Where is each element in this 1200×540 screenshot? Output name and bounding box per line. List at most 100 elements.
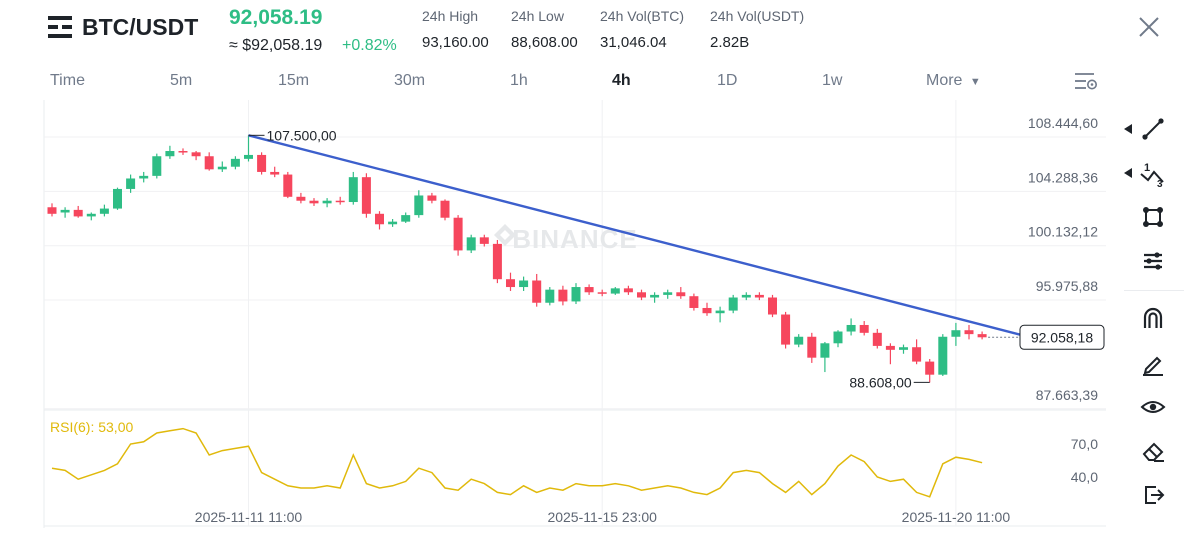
shape-icon[interactable] (1138, 202, 1168, 232)
candle (519, 276, 529, 291)
tab-more[interactable]: More ▼ (926, 72, 981, 90)
candle (728, 294, 738, 314)
fib-wave-icon[interactable]: 1 3 (1138, 158, 1168, 188)
candle (571, 283, 581, 305)
candle-body (257, 154, 267, 172)
price-tick-label: 108.444,60 (1028, 115, 1098, 131)
candle-body (623, 288, 633, 293)
time-tick-label: 2025-11-15 23:00 (547, 509, 657, 525)
candle (885, 343, 895, 365)
candle-body (558, 289, 568, 302)
candle-body (335, 200, 345, 203)
candle (584, 284, 594, 295)
indicator-icon[interactable] (1138, 246, 1168, 276)
candle-body (964, 330, 974, 335)
tab-30m[interactable]: 30m (394, 72, 426, 89)
trend-line-icon[interactable] (1138, 114, 1168, 144)
time-tick-label: 2025-11-20 11:00 (902, 509, 1011, 525)
expand-arrow-icon[interactable] (1124, 168, 1132, 178)
stat-value: 2.82B (710, 34, 750, 51)
candle (872, 328, 882, 349)
candle (335, 196, 345, 205)
price-chart[interactable]: 108.444,60 104.288,36 100.132,12 95.975,88 8… (0, 100, 1112, 530)
header: BTC/USDT 92,058.19 ≈ $92,058.19 +0.82% 2… (0, 0, 1200, 62)
candle (506, 272, 515, 291)
candle-body (361, 177, 371, 214)
candle (754, 292, 764, 301)
candle-body (217, 166, 227, 170)
close-icon[interactable] (1138, 16, 1160, 38)
caret-down-icon: ▼ (969, 76, 981, 88)
expand-arrow-icon[interactable] (1124, 124, 1132, 134)
drawing-toolbar: 1 3 (1124, 108, 1184, 528)
candle (466, 234, 476, 254)
candle (152, 153, 162, 179)
candle-body (571, 287, 581, 302)
candle-body (728, 297, 738, 311)
tab-more-label: More (926, 72, 963, 89)
candle-body (820, 343, 830, 358)
candle (453, 215, 463, 256)
low-price-label: 88.608,00 (849, 374, 911, 390)
pair-title[interactable]: BTC/USDT (82, 14, 199, 40)
interval-tabs: Time 5m 15m 30m 1h 4h 1D 1w More ▼ (0, 66, 1110, 96)
candle (545, 287, 555, 306)
candle-body (807, 336, 817, 358)
candle-body (113, 188, 122, 209)
candle-body (859, 324, 869, 333)
candle (833, 330, 843, 348)
candle-body (388, 221, 398, 225)
stat-value: 31,046.04 (600, 34, 667, 51)
pencil-icon[interactable] (1138, 348, 1168, 378)
candle-body (270, 171, 280, 175)
chart-settings-icon[interactable] (1074, 71, 1098, 91)
candle (191, 151, 201, 161)
rsi-level-label: 70,0 (1071, 436, 1098, 452)
eye-icon[interactable] (1138, 392, 1168, 422)
candle (859, 321, 869, 336)
candle (964, 324, 974, 340)
candle (270, 166, 280, 178)
candle (244, 135, 253, 162)
candle-body (152, 156, 162, 176)
candle-body (689, 296, 699, 308)
candle-body (872, 332, 882, 346)
candle (702, 302, 712, 316)
candle (283, 171, 293, 199)
candle (715, 306, 725, 323)
candle (414, 190, 424, 218)
tab-4h[interactable]: 4h (612, 72, 631, 89)
candle-body (754, 294, 764, 298)
stat-value: 88,608.00 (511, 34, 578, 51)
tab-15m[interactable]: 15m (278, 72, 310, 89)
candle (401, 212, 411, 223)
candle-body (296, 196, 306, 201)
candle-body (348, 177, 358, 203)
last-price: 92,058.19 (229, 6, 323, 29)
candle-body (885, 345, 895, 350)
tab-1h[interactable]: 1h (510, 72, 528, 89)
candle (113, 187, 122, 210)
candle (73, 205, 83, 218)
candle-body (794, 336, 804, 345)
menu-icon[interactable] (48, 16, 72, 38)
exit-icon[interactable] (1138, 480, 1168, 510)
tab-1d[interactable]: 1D (717, 72, 738, 89)
eraser-icon[interactable] (1138, 436, 1168, 466)
magnet-icon[interactable] (1138, 304, 1168, 334)
candle (348, 171, 358, 205)
candle (257, 152, 267, 175)
candle (230, 156, 240, 170)
candle-body (977, 334, 987, 338)
candle (951, 322, 961, 346)
candle-body (139, 175, 149, 179)
tab-time[interactable]: Time (50, 72, 85, 89)
candle-body (191, 152, 201, 157)
candle-body (99, 208, 109, 214)
candle (322, 198, 332, 208)
candle (492, 239, 502, 284)
candle-body (440, 200, 450, 218)
time-tick-label: 2025-11-11 11:00 (195, 509, 303, 525)
tab-5m[interactable]: 5m (170, 72, 193, 89)
tab-1w[interactable]: 1w (822, 72, 843, 89)
